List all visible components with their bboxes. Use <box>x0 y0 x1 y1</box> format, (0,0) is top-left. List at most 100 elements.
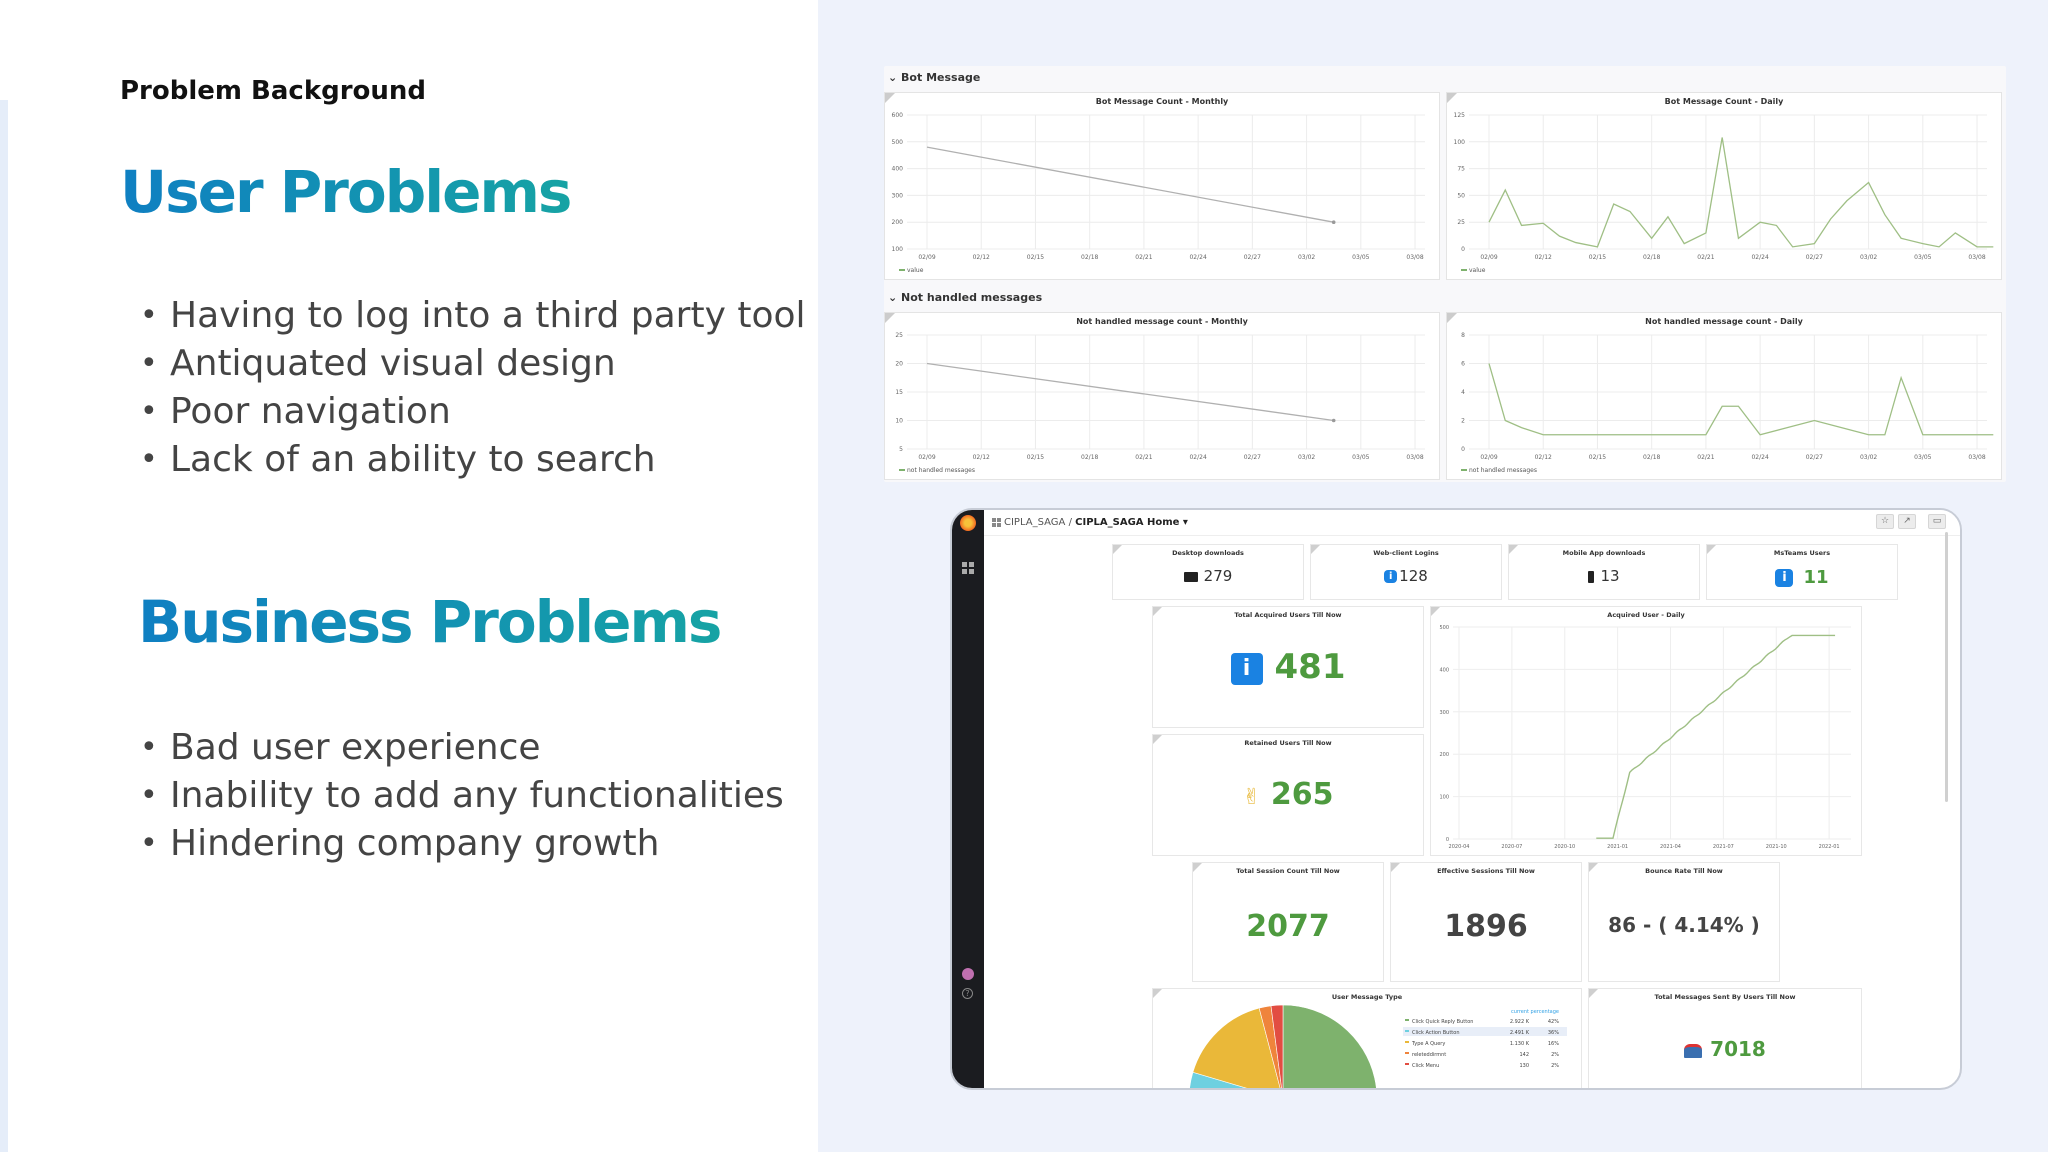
tile-msteams-users: MsTeams Users ⅰ 11 <box>1706 544 1898 600</box>
dashboards-grid-icon[interactable] <box>962 562 974 574</box>
slide-left-pane <box>0 0 818 1152</box>
series-line <box>1488 137 1994 248</box>
y-tick-label: 100 <box>1454 139 1466 146</box>
phone-icon <box>1588 570 1595 583</box>
legend-percent: 36% <box>1548 1030 1559 1036</box>
x-tick-label: 2020-07 <box>1501 844 1522 850</box>
tile-bounce-rate: Bounce Rate Till Now 86 - ( 4.14% ) <box>1588 862 1780 982</box>
grafana-sidebar: ? <box>952 510 984 1088</box>
legend-percent: 2% <box>1551 1052 1559 1058</box>
y-tick-label: 500 <box>892 139 904 146</box>
tile-effective-sessions: Effective Sessions Till Now 1896 <box>1390 862 1582 982</box>
panel-not-handled-monthly: Not handled message count - Monthly 25 20 1… <box>884 312 1440 480</box>
y-tick-label: 100 <box>1439 795 1449 801</box>
x-tick-label: 02/12 <box>1535 254 1552 261</box>
legend-label: Click Action Button <box>1412 1030 1460 1036</box>
y-tick-label: 5 <box>899 446 903 453</box>
tv-mode-icon[interactable]: ▭ <box>1928 514 1946 529</box>
x-tick-label: 02/12 <box>973 454 990 461</box>
y-tick-label: 6 <box>1461 361 1465 368</box>
legend-label: Click Quick Reply Button <box>1412 1019 1473 1025</box>
legend-label: Type A Query <box>1411 1041 1445 1047</box>
star-icon[interactable]: ☆ <box>1876 514 1894 529</box>
y-tick-label: 75 <box>1457 166 1465 173</box>
x-tick-label: 2020-04 <box>1449 844 1470 850</box>
pie-slice <box>1270 1004 1284 1088</box>
y-tick-label: 0 <box>1446 837 1449 843</box>
y-tick-label: 10 <box>895 418 903 425</box>
legend-value: 2.491 K <box>1510 1030 1530 1036</box>
y-tick-label: 25 <box>1457 219 1465 226</box>
info-icon: i <box>1384 570 1398 583</box>
x-tick-label: 03/08 <box>1968 454 1985 461</box>
left-accent-strip <box>0 100 8 1152</box>
help-icon[interactable]: ? <box>962 988 973 999</box>
legend-header: current <box>1511 1009 1529 1015</box>
series-line <box>926 146 1334 223</box>
y-tick-label: 2 <box>1461 418 1465 425</box>
x-tick-label: 02/15 <box>1589 454 1606 461</box>
data-point <box>1331 418 1336 423</box>
pie-slice <box>1282 1004 1377 1088</box>
x-tick-label: 2021-07 <box>1713 844 1734 850</box>
y-tick-label: 15 <box>895 389 903 396</box>
x-tick-label: 02/24 <box>1751 254 1768 261</box>
list-item: Bad user experience <box>140 724 784 772</box>
y-tick-label: 8 <box>1461 332 1465 339</box>
x-tick-label: 03/05 <box>1352 454 1369 461</box>
scrollbar[interactable] <box>1945 532 1948 802</box>
legend-header: percentage <box>1531 1009 1559 1015</box>
x-tick-label: 03/08 <box>1406 254 1423 261</box>
y-tick-label: 200 <box>1439 752 1449 758</box>
tile-retained-users: Retained Users Till Now ✌ 265 <box>1152 734 1424 856</box>
legend-percent: 16% <box>1548 1041 1559 1047</box>
tile-desktop-downloads: Desktop downloads 279 <box>1112 544 1304 600</box>
business-problems-list: Bad user experience Inability to add any… <box>140 724 784 868</box>
x-tick-label: 02/27 <box>1806 254 1823 261</box>
legend-value: 2.922 K <box>1510 1019 1530 1025</box>
breadcrumb[interactable]: CIPLA_SAGA / CIPLA_SAGA Home ▾ <box>1004 517 1188 528</box>
legend-label: releteddirmnt <box>1412 1052 1446 1058</box>
row-title-not-handled[interactable]: ⌄ Not handled messages <box>888 291 1043 304</box>
y-tick-label: 20 <box>895 361 903 368</box>
series-line <box>926 362 1334 422</box>
grafana-logo-icon[interactable] <box>960 515 976 531</box>
row-title-bot-message[interactable]: ⌄ Bot Message <box>888 71 981 84</box>
share-icon[interactable]: ↗ <box>1898 514 1916 529</box>
legend-percent: 2% <box>1551 1063 1559 1069</box>
user-problems-heading: User Problems <box>120 158 572 226</box>
tile-total-acquired-users: Total Acquired Users Till Now i 481 <box>1152 606 1424 728</box>
y-tick-label: 4 <box>1461 389 1465 396</box>
x-tick-label: 02/24 <box>1751 454 1768 461</box>
panel-not-handled-daily: Not handled message count - Daily 8 6 4 2 0 02… <box>1446 312 2002 480</box>
y-tick-label: 400 <box>892 166 904 173</box>
legend-swatch <box>1405 1052 1409 1054</box>
x-tick-label: 03/05 <box>1352 254 1369 261</box>
victory-hand-icon: ✌ <box>1242 785 1261 810</box>
pie-slice <box>1192 1007 1281 1088</box>
legend-value: 130 <box>1519 1063 1529 1069</box>
x-tick-label: 02/18 <box>1081 254 1098 261</box>
y-tick-label: 400 <box>1439 667 1449 673</box>
grafana-topbar: CIPLA_SAGA / CIPLA_SAGA Home ▾ ☆ ↗ ▭ <box>984 510 1960 536</box>
legend-label: not handled messages <box>1469 467 1537 474</box>
y-tick-label: 50 <box>1457 192 1465 199</box>
x-tick-label: 03/02 <box>1298 454 1315 461</box>
x-tick-label: 03/05 <box>1914 454 1931 461</box>
legend-swatch <box>1405 1041 1409 1043</box>
series-line <box>1488 363 1994 436</box>
x-tick-label: 02/24 <box>1189 454 1206 461</box>
line-chart: 600 500 400 300 200 100 02/09 02/12 02/15 02/18 02… <box>892 112 1425 274</box>
pie-chart: current percentage Click Quick Reply Butto… <box>1189 1004 1567 1088</box>
y-tick-label: 500 <box>1439 625 1449 631</box>
x-tick-label: 03/08 <box>1406 454 1423 461</box>
line-chart: 125 100 75 50 25 0 02/09 02/12 02/15 02/18 02/21 02… <box>1454 112 1994 274</box>
legend-label: value <box>907 267 924 274</box>
legend-swatch <box>1405 1030 1409 1032</box>
legend-row-highlight <box>1403 1027 1567 1036</box>
user-avatar[interactable] <box>962 968 974 980</box>
x-tick-label: 03/08 <box>1968 254 1985 261</box>
y-tick-label: 0 <box>1461 246 1465 253</box>
business-problems-heading: Business Problems <box>138 588 722 656</box>
data-point <box>1331 220 1336 224</box>
